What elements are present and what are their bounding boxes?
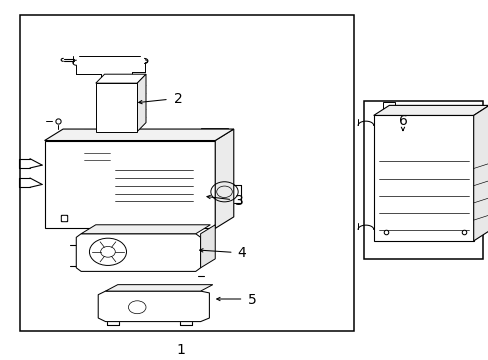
Polygon shape [96, 83, 137, 131]
Bar [84, 129, 116, 137]
Bar [113, 157, 195, 207]
Polygon shape [215, 129, 233, 228]
Bar [383, 103, 395, 111]
Polygon shape [105, 285, 212, 291]
Text: 2: 2 [174, 92, 183, 106]
Polygon shape [44, 140, 215, 228]
Bar [363, 101, 483, 259]
Text: 3: 3 [235, 194, 244, 208]
Bar [200, 128, 227, 142]
Polygon shape [373, 116, 473, 241]
Polygon shape [200, 225, 215, 268]
Bar [141, 239, 193, 266]
Polygon shape [76, 234, 200, 271]
Polygon shape [137, 74, 146, 131]
Text: 6: 6 [398, 114, 407, 128]
Bar [128, 131, 147, 137]
Polygon shape [81, 225, 210, 234]
Polygon shape [96, 74, 146, 83]
Text: 4: 4 [237, 247, 246, 261]
Bar [79, 148, 115, 164]
Polygon shape [373, 105, 488, 116]
Text: 5: 5 [247, 293, 256, 307]
Bar [20, 15, 353, 330]
Polygon shape [473, 105, 488, 241]
Text: 1: 1 [176, 343, 185, 357]
Polygon shape [98, 291, 209, 321]
Polygon shape [44, 129, 233, 140]
